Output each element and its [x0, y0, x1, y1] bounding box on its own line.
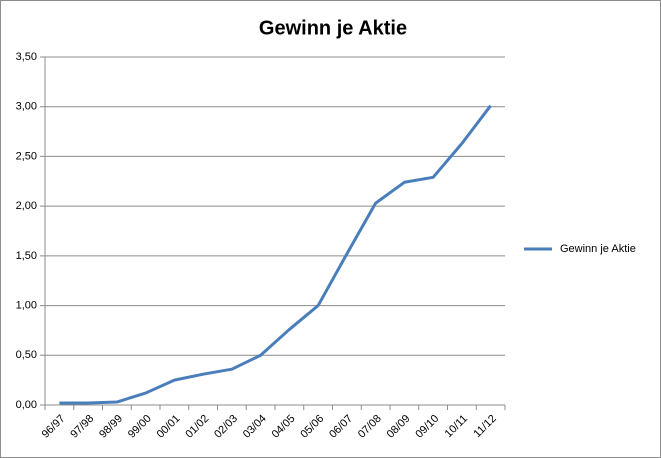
line-series	[59, 104, 492, 405]
y-tick-label: 3,50	[16, 51, 37, 63]
y-tick-label: 1,00	[16, 299, 37, 311]
y-tick-label: 2,00	[16, 200, 37, 212]
y-tick-label: 0,50	[16, 349, 37, 361]
y-tick-label: 3,00	[16, 101, 37, 113]
y-tick-label: 2,50	[16, 150, 37, 162]
legend-label: Gewinn je Aktie	[560, 243, 636, 255]
y-tick-label: 1,50	[16, 250, 37, 262]
y-tick-label: 0,00	[16, 399, 37, 411]
chart-title: Gewinn je Aktie	[259, 17, 407, 39]
